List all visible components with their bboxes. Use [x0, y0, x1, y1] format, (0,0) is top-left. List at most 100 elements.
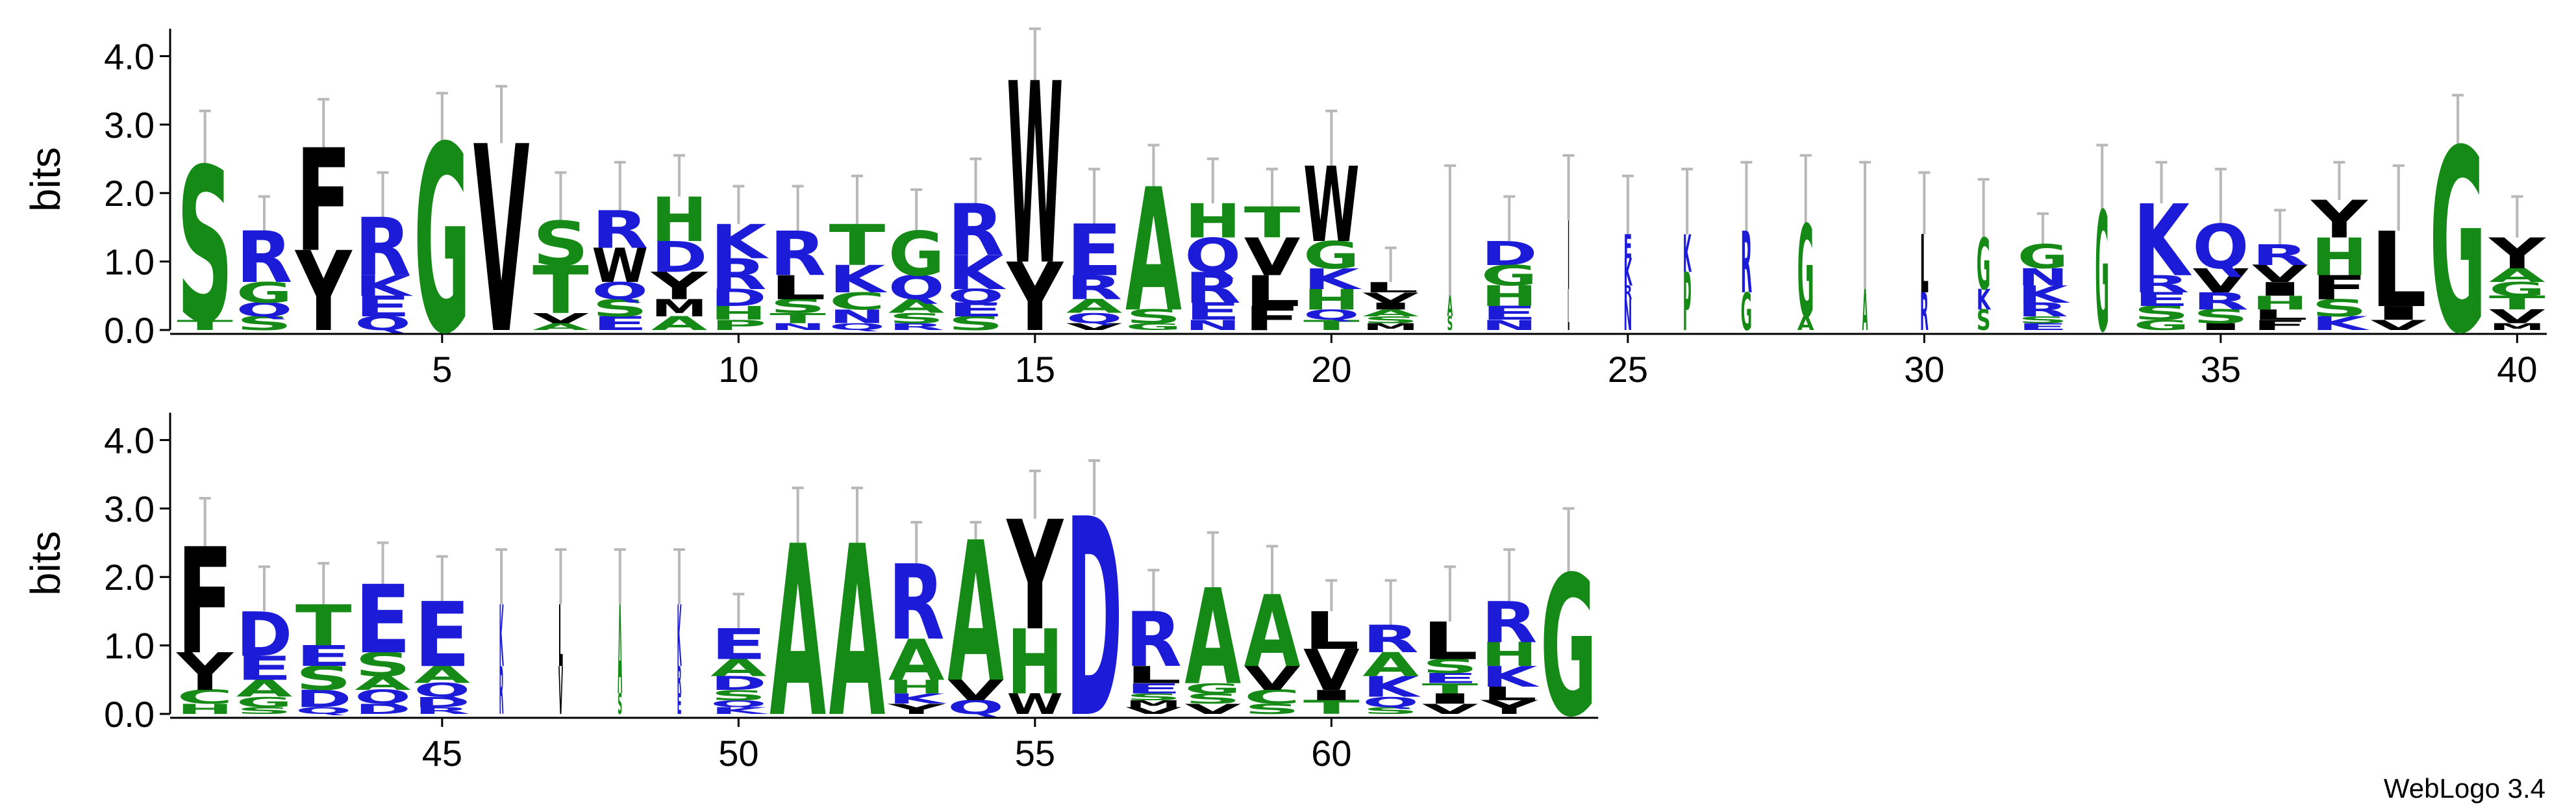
letter: G	[414, 93, 470, 391]
letter: A	[618, 581, 622, 723]
letter: H	[1481, 636, 1538, 674]
letter: N	[829, 305, 886, 327]
letter: S	[236, 705, 293, 717]
letter: S	[1125, 692, 1182, 703]
letter: K	[1362, 671, 1421, 704]
letter: T	[829, 212, 886, 278]
letter: R	[2252, 239, 2308, 272]
logo-panel: 0.01.02.03.04.045 50 55 60bitsHCYFSGAEDQDSE…	[22, 412, 1599, 780]
letter: L	[1303, 602, 1360, 661]
letter: M	[2489, 322, 2545, 333]
letter: A	[888, 628, 945, 693]
letter: S	[532, 209, 589, 280]
letter: V	[558, 653, 563, 730]
letter: A	[236, 675, 293, 702]
letter: H	[888, 676, 945, 698]
letter: L	[558, 587, 563, 686]
letter: M	[651, 294, 708, 322]
letter: Y	[2310, 190, 2369, 249]
letter: A	[1066, 296, 1123, 318]
letter: D	[1066, 462, 1123, 780]
letter: K	[1481, 661, 1540, 694]
letter: S	[710, 687, 767, 704]
letter: G	[2430, 96, 2486, 390]
letter: D	[651, 233, 708, 282]
letter: S	[355, 646, 411, 684]
letter: G	[236, 694, 293, 710]
letter: A	[769, 497, 827, 770]
letter: L	[1481, 683, 1538, 705]
letter: Y	[176, 642, 234, 702]
letter: E	[1481, 302, 1538, 324]
letter: A	[710, 655, 767, 682]
letter: E	[1623, 229, 1632, 266]
letter: A	[1244, 575, 1301, 689]
letter: H	[651, 185, 708, 256]
letter: A	[1862, 278, 1868, 344]
letter: A	[1362, 308, 1419, 319]
letter: V	[2192, 262, 2249, 300]
letter: Q	[2192, 212, 2249, 283]
letter: K	[888, 691, 947, 707]
letter: W	[592, 238, 648, 293]
letter: G	[2095, 179, 2109, 370]
letter: T	[1244, 198, 1301, 247]
letter: F	[295, 119, 352, 283]
letter: Q	[592, 278, 648, 305]
letter: H	[1007, 611, 1063, 715]
letter: Y	[294, 228, 353, 356]
letter: A	[2489, 265, 2545, 287]
letter: Q	[414, 679, 470, 702]
y-tick-label: 4.0	[104, 36, 155, 77]
letter: P	[1683, 257, 1692, 349]
letter: Q	[355, 312, 411, 335]
letter: S	[1422, 655, 1479, 678]
letter: R	[888, 543, 945, 663]
letter: F	[2252, 317, 2308, 333]
letter: R	[1184, 264, 1241, 313]
letter: Y	[2488, 229, 2546, 279]
letter: A	[532, 322, 589, 333]
letter: S	[295, 659, 352, 698]
letter: R	[1481, 590, 1538, 655]
letter: W	[1007, 31, 1063, 321]
x-tick-label: 50	[718, 733, 758, 774]
letter: E	[1066, 210, 1123, 292]
letter: A	[414, 661, 470, 689]
letter: A	[829, 497, 886, 770]
letter: R	[1362, 618, 1419, 661]
letter: L	[1568, 279, 1569, 344]
letter: N	[769, 322, 826, 333]
letter: S	[177, 123, 233, 370]
letter: L	[1362, 279, 1419, 296]
letter: R	[499, 653, 504, 730]
letter: K	[710, 215, 769, 270]
letter: S	[618, 689, 622, 721]
letter: E	[947, 299, 1004, 321]
letter: A	[1447, 292, 1453, 324]
letter: R	[414, 705, 470, 716]
letter: Q	[1066, 311, 1123, 327]
letter: A	[888, 296, 945, 318]
letter: Y	[650, 265, 708, 309]
letter: C	[829, 288, 886, 315]
letter: E	[355, 566, 411, 675]
letter: G	[1303, 234, 1360, 277]
letter: R	[677, 659, 682, 702]
letter: R	[947, 190, 1004, 272]
letter: R	[1920, 283, 1929, 343]
letter: K	[710, 705, 769, 717]
letter: I	[2192, 322, 2249, 333]
letter: R	[1623, 282, 1632, 304]
letter: L	[2252, 307, 2308, 323]
letter: E	[1422, 670, 1479, 687]
letter: L	[1244, 267, 1301, 316]
letter: G	[1481, 260, 1538, 292]
letter: G	[888, 218, 945, 290]
letter: Q	[295, 705, 352, 717]
letter: R	[592, 200, 648, 260]
y-tick-label: 2.0	[104, 557, 155, 598]
x-tick-label: 35	[2201, 349, 2241, 390]
letter: S	[2018, 314, 2068, 325]
